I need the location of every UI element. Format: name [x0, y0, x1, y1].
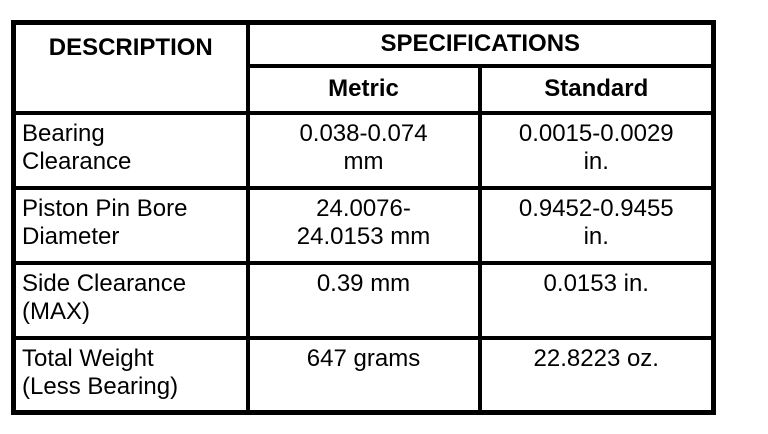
column-header-metric: Metric [245, 63, 482, 115]
column-header-description: DESCRIPTION [11, 20, 250, 115]
header-row-top: DESCRIPTION SPECIFICATIONS [11, 20, 716, 115]
metric-value-cell: 24.0076- 24.0153 mm [245, 185, 482, 265]
standard-value-cell: 0.9452-0.9455 in. [477, 185, 716, 265]
table-row-bearing-clearance: Bearing Clearance 0.038-0.074 mm 0.0015-… [11, 110, 716, 190]
column-header-specifications: SPECIFICATIONS [245, 20, 716, 68]
standard-value-cell: 22.8223 oz. [477, 335, 716, 415]
column-header-standard: Standard [477, 63, 716, 115]
metric-value-cell: 0.39 mm [245, 260, 482, 340]
specifications-table: DESCRIPTION SPECIFICATIONS Metric Standa… [11, 20, 717, 415]
standard-value-cell: 0.0153 in. [477, 260, 716, 340]
description-cell: Total Weight (Less Bearing) [11, 335, 250, 415]
description-cell: Side Clearance (MAX) [11, 260, 250, 340]
description-cell: Bearing Clearance [11, 110, 250, 190]
metric-value-cell: 0.038-0.074 mm [245, 110, 482, 190]
header-row-units: Metric Standard [14, 63, 716, 115]
metric-value-cell: 647 grams [245, 335, 482, 415]
table-row-side-clearance: Side Clearance (MAX) 0.39 mm 0.0153 in. [11, 260, 716, 340]
standard-value-cell: 0.0015-0.0029 in. [477, 110, 716, 190]
table-row-total-weight: Total Weight (Less Bearing) 647 grams 22… [11, 335, 716, 415]
description-cell: Piston Pin Bore Diameter [11, 185, 250, 265]
table-row-piston-pin-bore-diameter: Piston Pin Bore Diameter 24.0076- 24.015… [11, 185, 716, 265]
